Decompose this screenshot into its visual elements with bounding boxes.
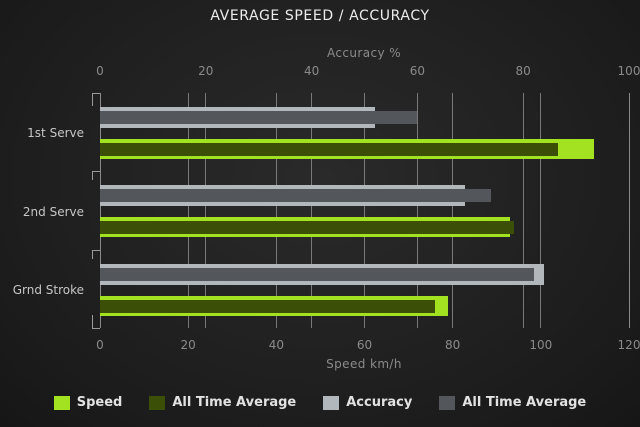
gridline-accuracy-80: [522, 93, 524, 328]
chart-title: AVERAGE SPEED / ACCURACY: [210, 8, 430, 24]
top-tick-label-0: 0: [96, 64, 104, 78]
category-label-grnd-stroke: Grnd Stroke: [12, 282, 84, 297]
bottom-axis-label: Speed km/h: [326, 357, 402, 371]
gridline-speed-40: [275, 93, 277, 328]
top-tick-label-40: 40: [303, 64, 320, 78]
bottom-tick-label-80: 80: [445, 338, 461, 352]
category-label-2nd-serve: 2nd Serve: [22, 204, 84, 219]
category-tick-1: [92, 171, 100, 172]
gridline-accuracy-40: [311, 93, 313, 328]
plot-area: [99, 93, 630, 328]
bottom-tick-label-40: 40: [268, 338, 284, 352]
bottom-tick-label-20: 20: [180, 338, 196, 352]
bottom-tick-label-120: 120: [617, 338, 640, 352]
category-tick-stub-1: [92, 171, 93, 180]
category-tick-stub-2: [92, 250, 93, 259]
gridline-speed-20: [187, 93, 189, 328]
gridline-speed-120: [628, 93, 630, 328]
bar-all-time-average-speed-1st-serve: [100, 143, 559, 156]
legend-item-speed-0: Speed: [53, 395, 123, 410]
legend-swatch-speed-0: [53, 395, 70, 410]
top-tick-label-80: 80: [515, 64, 531, 78]
bar-all-time-average-accuracy-2nd-serve: [100, 189, 492, 203]
top-axis-label: Accuracy %: [326, 46, 402, 60]
gridline-accuracy-60: [416, 93, 418, 328]
bar-all-time-average-speed-grnd-stroke: [100, 299, 436, 313]
gridline-speed-0: [99, 93, 101, 328]
category-label-1st-serve: 1st Serve: [27, 126, 84, 141]
legend-swatch-all-time-average-1: [149, 395, 166, 410]
legend-swatch-accuracy-2: [323, 395, 340, 410]
top-tick-label-60: 60: [409, 64, 426, 78]
axis-bracket-top: [92, 93, 100, 94]
gridline-speed-60: [364, 93, 365, 328]
top-tick-label-20: 20: [198, 64, 214, 78]
gridline-speed-100: [540, 93, 542, 328]
legend-label-all-time-average-1: All Time Average: [172, 395, 297, 410]
top-tick-label-100: 100: [617, 64, 640, 78]
category-tick-2: [92, 250, 100, 251]
bottom-tick-label-100: 100: [529, 338, 553, 352]
bar-all-time-average-accuracy-1st-serve: [100, 111, 418, 124]
legend-item-all-time-average-3: All Time Average: [439, 395, 586, 410]
legend-item-all-time-average-1: All Time Average: [149, 395, 296, 410]
gridline-accuracy-20: [205, 93, 207, 328]
axis-bracket-top-stub: [92, 93, 93, 106]
legend-label-all-time-average-3: All Time Average: [462, 395, 587, 410]
legend-item-accuracy-2: Accuracy: [323, 395, 412, 410]
legend: Speed All Time Average Accuracy All Time Av…: [0, 395, 640, 410]
legend-label-accuracy-2: Accuracy: [346, 395, 413, 410]
bar-all-time-average-accuracy-grnd-stroke: [100, 267, 534, 281]
bottom-tick-label-0: 0: [96, 338, 104, 352]
bottom-tick-label-60: 60: [356, 338, 373, 352]
axis-bracket-bottom-stub: [92, 315, 93, 328]
legend-swatch-all-time-average-3: [439, 395, 456, 410]
legend-label-speed-0: Speed: [76, 395, 123, 410]
gridline-speed-80: [452, 93, 454, 328]
bar-all-time-average-speed-2nd-serve: [100, 221, 515, 235]
axis-bracket-bottom: [92, 328, 100, 329]
